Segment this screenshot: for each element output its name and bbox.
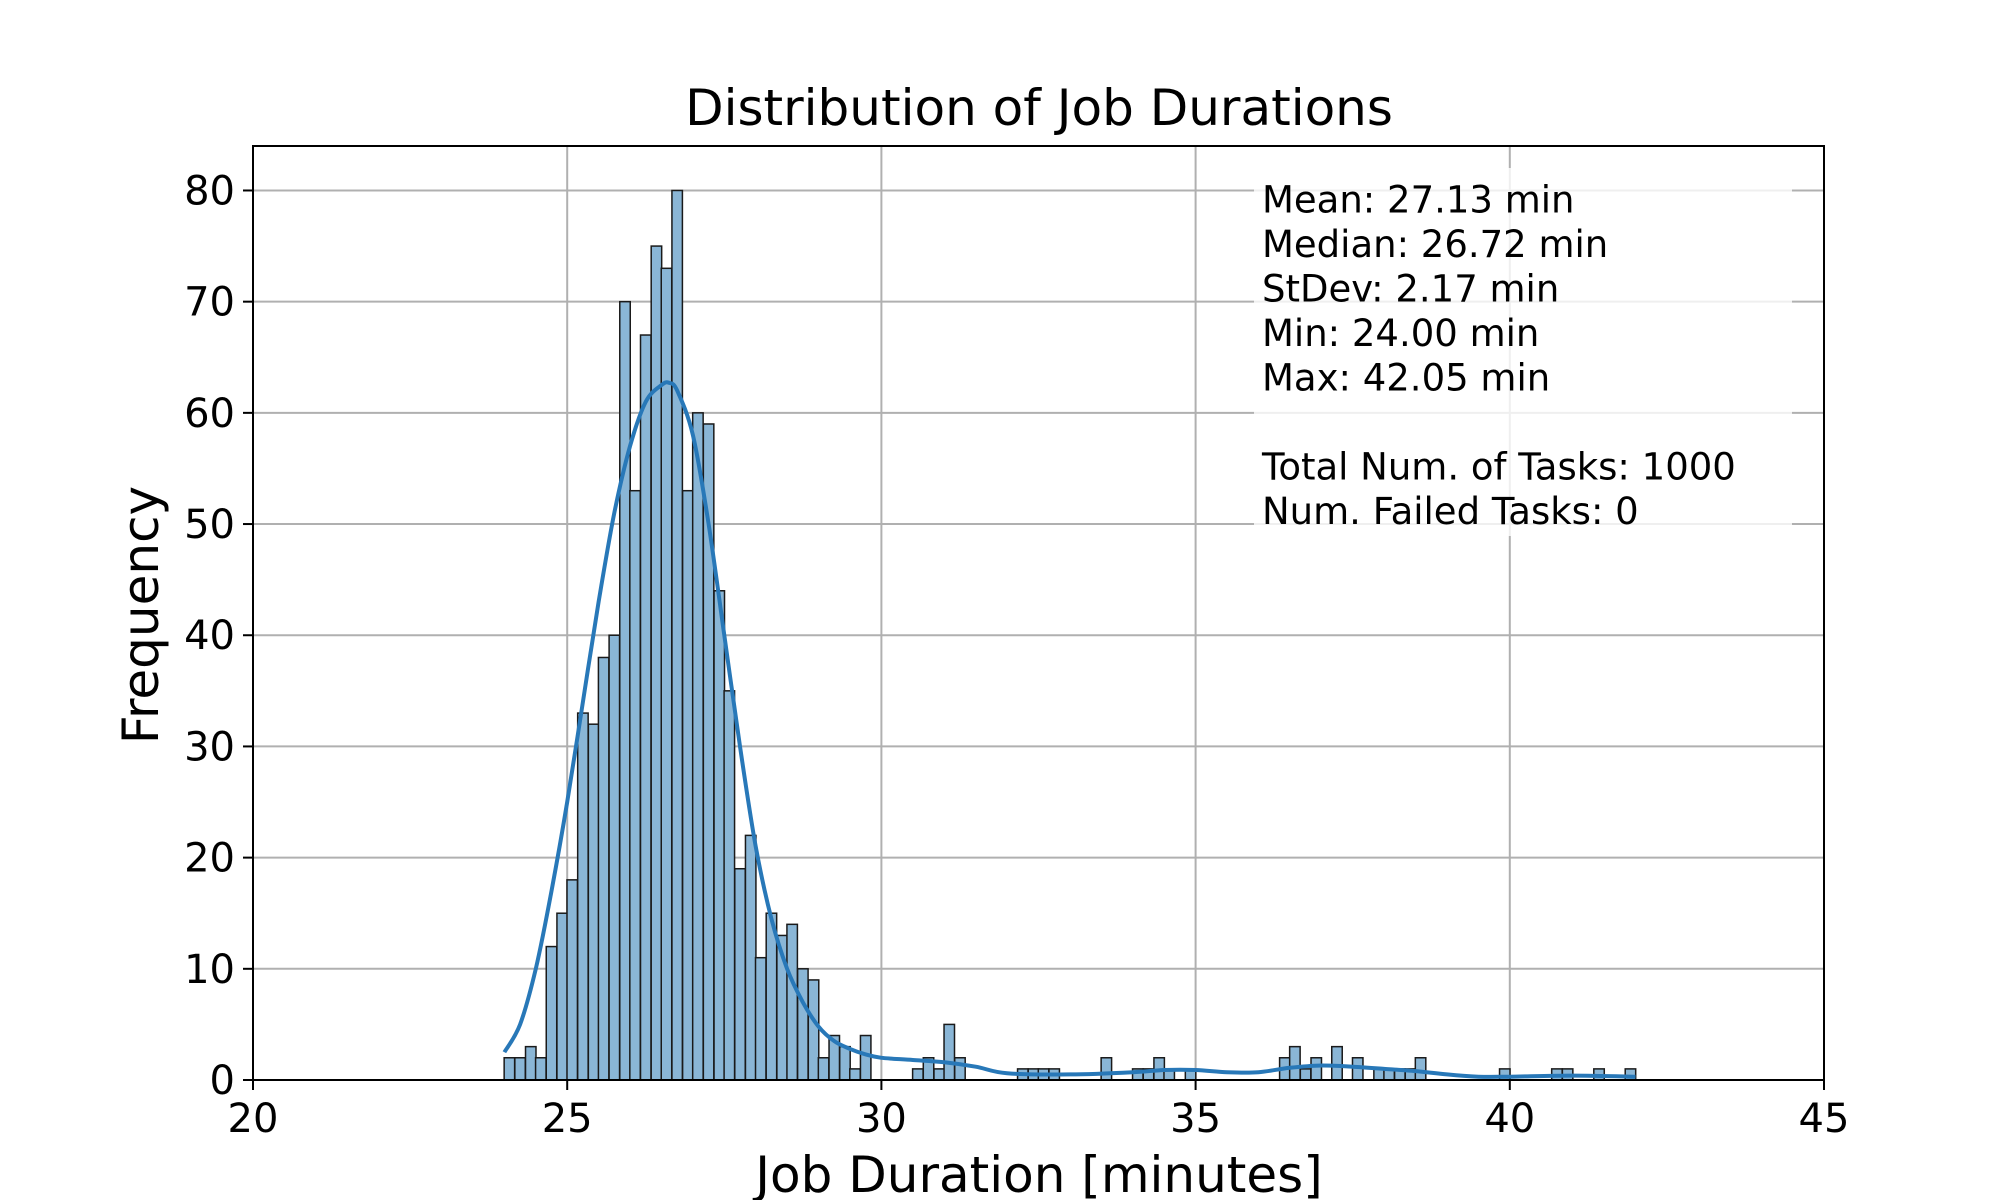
- histogram-bar: [534, 1057, 547, 1081]
- histogram-bar: [1299, 1068, 1312, 1081]
- y-tick-label: 40: [184, 613, 235, 659]
- histogram-bar: [953, 1057, 966, 1081]
- x-axis-ticks: 20 25 30 35 40 45: [228, 1080, 1850, 1142]
- histogram-bar: [933, 1068, 946, 1081]
- chart-title: Distribution of Job Durations: [685, 79, 1393, 137]
- y-tick-label: 70: [184, 280, 235, 326]
- histogram-bar: [566, 879, 579, 1081]
- histogram-bar: [849, 1068, 861, 1081]
- histogram-bar: [650, 245, 663, 1081]
- histogram-bar: [838, 1045, 851, 1081]
- stats-line: Num. Failed Tasks: 0: [1262, 490, 1639, 533]
- histogram-bar: [514, 1057, 527, 1081]
- y-tick-label: 20: [184, 836, 235, 882]
- histogram-bar: [734, 867, 746, 1081]
- histogram-bar: [1414, 1057, 1427, 1081]
- histogram-bar: [1100, 1057, 1113, 1081]
- histogram-bar: [1288, 1045, 1301, 1081]
- histogram-bar: [681, 489, 694, 1081]
- histogram-bar: [671, 189, 684, 1081]
- stats-line: Min: 24.00 min: [1262, 312, 1539, 355]
- y-tick-label: 60: [184, 391, 235, 437]
- histogram-bar: [1331, 1045, 1343, 1081]
- y-tick-label: 50: [184, 502, 235, 548]
- y-axis-ticks: 0 10 20 30 40 50 60 70 80: [184, 168, 253, 1104]
- histogram-bar: [1310, 1057, 1323, 1081]
- x-tick-label: 20: [228, 1096, 279, 1142]
- histogram-bar: [754, 956, 767, 1081]
- histogram-bar: [619, 300, 632, 1081]
- kde-curve-group: [502, 380, 1636, 1079]
- plot-frame: [252, 145, 1825, 1081]
- histogram-bar: [817, 1057, 830, 1081]
- histogram-bar: [691, 412, 704, 1081]
- histogram-bar: [660, 267, 673, 1081]
- x-tick-label: 35: [1170, 1096, 1221, 1142]
- histogram-bar: [713, 590, 726, 1081]
- histogram-bar: [503, 1057, 516, 1081]
- histogram-bar: [943, 1023, 956, 1081]
- histogram-bar: [859, 1034, 872, 1081]
- x-tick-label: 45: [1799, 1096, 1850, 1142]
- stats-line: Mean: 27.13 min: [1262, 179, 1575, 222]
- histogram-bar: [629, 489, 642, 1081]
- x-tick-label: 40: [1484, 1096, 1535, 1142]
- histogram-bar: [576, 712, 589, 1081]
- x-tick-label: 30: [856, 1096, 907, 1142]
- kde-curve: [502, 380, 1636, 1079]
- histogram-bar: [744, 834, 757, 1081]
- histogram-bar: [807, 979, 820, 1081]
- stats-box-background: [1254, 168, 1792, 536]
- histogram-bar: [786, 923, 799, 1081]
- stats-line: Median: 26.72 min: [1262, 223, 1608, 266]
- y-tick-label: 10: [184, 947, 235, 993]
- histogram-bar: [796, 968, 809, 1081]
- stats-line: StDev: 2.17 min: [1262, 268, 1559, 311]
- stats-line: Total Num. of Tasks: 1000: [1261, 446, 1736, 489]
- histogram-bar: [524, 1045, 537, 1081]
- x-axis-label: Job Duration [minutes]: [752, 1146, 1322, 1200]
- grid-lines: [252, 146, 1825, 1081]
- histogram-bar: [911, 1068, 924, 1081]
- histogram-bar: [608, 634, 621, 1081]
- histogram-bar: [587, 723, 600, 1081]
- histogram-bar: [597, 656, 610, 1081]
- y-tick-label: 30: [184, 724, 235, 770]
- histogram-bar: [545, 945, 558, 1081]
- histogram-bar: [556, 912, 569, 1081]
- x-tick-label: 25: [542, 1096, 593, 1142]
- y-axis-label: Frequency: [112, 486, 170, 744]
- histogram-bar: [723, 690, 736, 1081]
- histogram-bar: [639, 334, 652, 1081]
- y-tick-label: 80: [184, 168, 235, 214]
- stats-line: Max: 42.05 min: [1262, 357, 1550, 400]
- y-tick-label: 0: [210, 1058, 235, 1104]
